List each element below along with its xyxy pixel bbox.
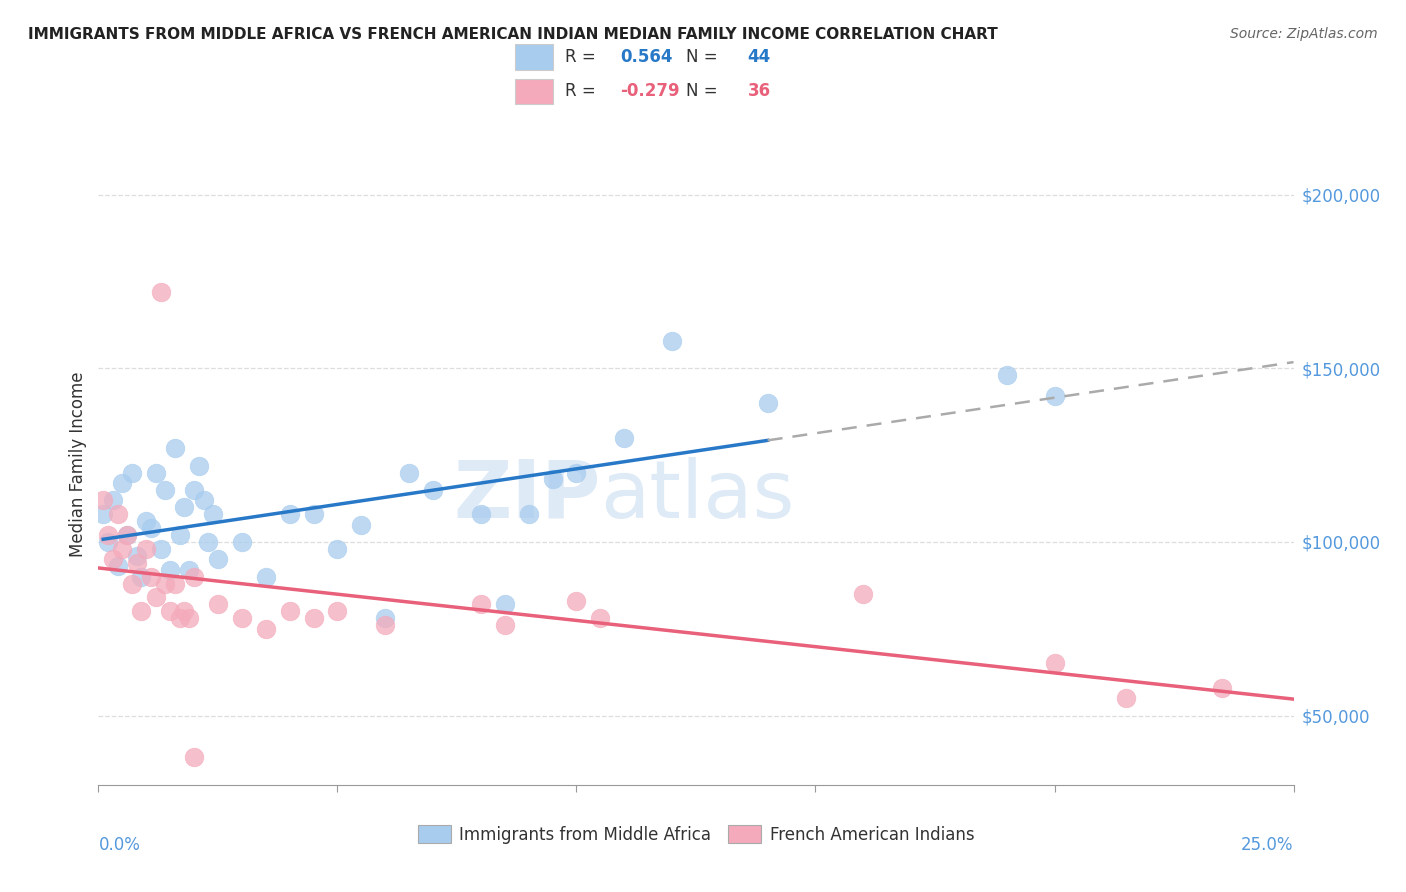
Text: 44: 44 [748,47,770,66]
Point [302,611,325,625]
Point [1043,389,1066,403]
Text: 0.564: 0.564 [620,47,673,66]
Point [97,535,120,549]
Point [111,475,134,490]
Point [159,563,181,577]
Point [183,750,205,764]
Point [302,507,325,521]
Point [565,466,588,480]
Point [207,598,229,612]
Point [422,483,444,497]
Point [183,569,205,583]
Text: 25.0%: 25.0% [1241,837,1294,855]
Point [374,611,396,625]
Point [326,604,349,618]
Point [135,514,157,528]
Point [231,535,253,549]
Point [121,466,143,480]
Point [589,611,612,625]
Text: R =: R = [565,82,600,100]
Point [101,493,124,508]
Point [1211,681,1233,695]
Point [169,528,191,542]
Point [101,552,124,566]
Text: R =: R = [565,47,600,66]
Point [111,541,134,556]
Point [995,368,1018,383]
Point [470,507,492,521]
Text: -0.279: -0.279 [620,82,681,100]
Point [207,552,229,566]
Point [197,535,219,549]
Point [97,528,120,542]
Point [155,576,177,591]
Y-axis label: Median Family Income: Median Family Income [69,371,87,557]
Point [1115,691,1137,706]
Point [131,569,153,583]
Point [115,528,138,542]
Point [202,507,225,521]
Point [231,611,253,625]
FancyBboxPatch shape [516,45,553,70]
Point [852,587,875,601]
Point [163,441,186,455]
Point [173,604,195,618]
Point [756,396,779,410]
Point [107,507,129,521]
Point [169,611,191,625]
Point [159,604,181,618]
Point [541,473,564,487]
Point [135,541,157,556]
Point [254,622,277,636]
Point [517,507,540,521]
Point [173,500,195,515]
Point [139,521,162,535]
Point [613,431,636,445]
Point [470,598,492,612]
FancyBboxPatch shape [516,78,553,104]
Text: ZIP: ZIP [453,457,600,535]
Point [149,541,172,556]
Point [149,285,172,299]
Point [125,556,148,570]
Point [91,493,114,508]
Point [398,466,420,480]
Point [183,483,205,497]
Point [107,559,129,574]
Point [125,549,148,563]
Point [1043,657,1066,671]
Text: 36: 36 [748,82,770,100]
Text: N =: N = [686,82,723,100]
Point [187,458,209,473]
Point [163,576,186,591]
Point [661,334,683,348]
Point [145,591,167,605]
Point [91,507,114,521]
Point [565,594,588,608]
Text: atlas: atlas [600,457,794,535]
Point [350,517,373,532]
Point [131,604,153,618]
Point [155,483,177,497]
Point [193,493,215,508]
Point [374,618,396,632]
Text: Source: ZipAtlas.com: Source: ZipAtlas.com [1230,27,1378,41]
Point [326,541,349,556]
Legend: Immigrants from Middle Africa, French American Indians: Immigrants from Middle Africa, French Am… [411,819,981,850]
Point [278,507,301,521]
Point [121,576,143,591]
Point [494,618,516,632]
Point [179,563,201,577]
Point [139,569,162,583]
Point [278,604,301,618]
Point [115,528,138,542]
Text: N =: N = [686,47,723,66]
Point [254,569,277,583]
Point [494,598,516,612]
Point [179,611,201,625]
Point [145,466,167,480]
Text: 0.0%: 0.0% [98,837,141,855]
Text: IMMIGRANTS FROM MIDDLE AFRICA VS FRENCH AMERICAN INDIAN MEDIAN FAMILY INCOME COR: IMMIGRANTS FROM MIDDLE AFRICA VS FRENCH … [28,27,998,42]
